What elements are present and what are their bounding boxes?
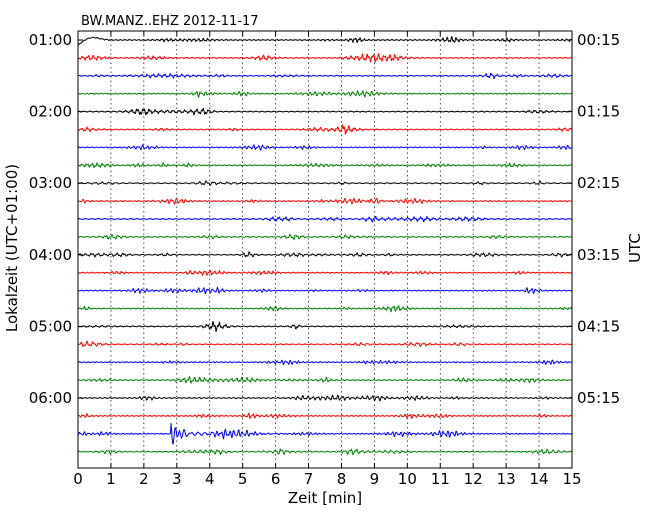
seismic-trace-12 (77, 233, 573, 241)
seismic-trace-7 (77, 144, 573, 151)
seismic-trace-21 (77, 394, 573, 402)
y-axis-label-left: Lokalzeit (UTC+01:00) (3, 164, 21, 332)
x-tick-label: 2 (139, 470, 149, 488)
seismic-trace-22 (77, 412, 573, 420)
seismic-trace-6 (77, 124, 573, 135)
y-tick-label-right: 04:15 (577, 317, 620, 335)
y-tick-label-left: 01:00 (29, 31, 72, 49)
x-tick-label: 12 (464, 470, 483, 488)
vertical-grid (110, 31, 540, 468)
x-tick-label: 1 (106, 470, 116, 488)
seismic-trace-18 (77, 340, 573, 348)
axis-ticks: 0 1 2 3 4 5 6 7 8 9 10 11 12 13 14 1501:0002:0003:0004:… (29, 31, 620, 488)
seismic-trace-5 (77, 107, 573, 116)
y-axis-label-right: UTC (626, 233, 644, 263)
seismic-trace-2 (77, 53, 573, 63)
seismic-trace-8 (77, 162, 573, 169)
y-tick-label-right: 00:15 (577, 31, 620, 49)
x-tick-label: 10 (398, 470, 417, 488)
trace-layer (77, 36, 573, 456)
seismic-trace-10 (77, 197, 573, 205)
seismic-trace-19 (77, 359, 573, 366)
x-tick-label: 13 (497, 470, 516, 488)
chart-title: BW.MANZ..EHZ 2012-11-17 (81, 14, 259, 29)
seismic-trace-3 (77, 72, 573, 80)
x-tick-label: 11 (431, 470, 450, 488)
x-tick-label: 6 (271, 470, 281, 488)
x-tick-label: 9 (370, 470, 380, 488)
y-tick-label-left: 05:00 (29, 317, 72, 335)
seismic-trace-23 (77, 422, 573, 445)
y-tick-label-right: 01:15 (577, 103, 620, 121)
x-tick-label: 14 (530, 470, 549, 488)
x-tick-label: 5 (238, 470, 248, 488)
y-tick-label-left: 06:00 (29, 389, 72, 407)
y-tick-label-left: 03:00 (29, 174, 72, 192)
x-tick-label: 8 (337, 470, 347, 488)
x-tick-label: 7 (304, 470, 314, 488)
seismic-trace-13 (77, 251, 573, 258)
y-tick-label-right: 02:15 (577, 174, 620, 192)
seismic-trace-4 (77, 90, 573, 98)
plot-area (78, 31, 572, 468)
x-tick-label: 0 (73, 470, 83, 488)
seismic-trace-17 (77, 320, 573, 333)
seismic-trace-15 (77, 286, 573, 295)
seismic-trace-16 (77, 305, 573, 313)
seismic-trace-14 (77, 269, 573, 276)
x-tick-label: 3 (172, 470, 182, 488)
y-tick-label-left: 04:00 (29, 246, 72, 264)
x-axis-label: Zeit [min] (288, 489, 362, 507)
y-tick-label-right: 05:15 (577, 389, 620, 407)
y-tick-label-right: 03:15 (577, 246, 620, 264)
seismic-trace-9 (77, 180, 573, 187)
seismic-trace-20 (77, 376, 573, 384)
seismic-trace-24 (77, 448, 573, 456)
x-tick-label: 15 (562, 470, 581, 488)
seismic-trace-11 (77, 215, 573, 223)
y-tick-label-left: 02:00 (29, 103, 72, 121)
plot-frame (77, 30, 573, 469)
seismic-trace-1 (77, 36, 573, 46)
x-tick-label: 4 (205, 470, 215, 488)
